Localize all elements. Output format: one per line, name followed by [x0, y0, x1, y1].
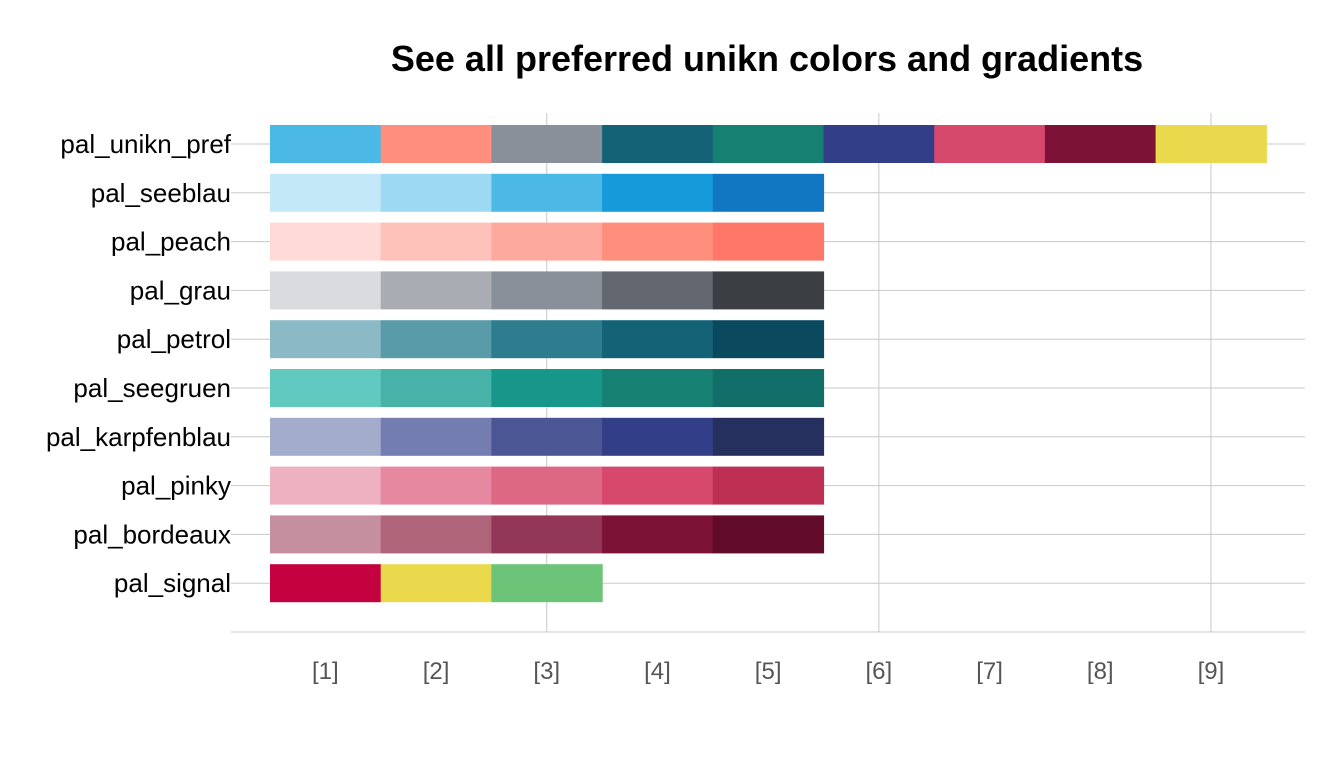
y-tick-label: pal_grau	[130, 275, 231, 305]
color-swatch	[491, 417, 603, 456]
color-swatch	[712, 466, 825, 505]
color-swatch	[712, 173, 825, 212]
color-swatch	[602, 417, 714, 456]
color-swatch	[270, 320, 382, 359]
y-tick-label: pal_signal	[114, 568, 231, 598]
color-swatch	[380, 564, 492, 603]
color-swatch	[380, 271, 492, 310]
y-tick-label: pal_karpfenblau	[46, 422, 231, 452]
color-swatch	[380, 417, 492, 456]
color-swatch	[380, 125, 492, 163]
color-swatch	[712, 271, 825, 310]
color-swatch	[491, 369, 603, 407]
color-swatch	[270, 564, 382, 603]
x-axis-labels: [1] [2] [3] [4] [5] [6] [7] [8] [9]	[312, 658, 1224, 685]
y-tick-label: pal_peach	[111, 227, 231, 257]
color-swatch	[602, 466, 714, 505]
color-swatch	[491, 320, 603, 359]
color-swatch	[712, 125, 825, 163]
x-tick-label: [6]	[866, 658, 893, 685]
color-swatch	[491, 173, 603, 212]
color-swatch	[1155, 125, 1267, 163]
color-swatch	[602, 271, 714, 310]
color-swatch	[712, 417, 825, 456]
color-swatch	[934, 125, 1046, 163]
color-swatch	[380, 222, 492, 261]
color-swatch	[380, 466, 492, 505]
y-tick-label: pal_petrol	[117, 324, 231, 354]
color-swatch	[270, 125, 382, 163]
color-swatch	[712, 369, 825, 407]
swatches	[270, 125, 1267, 603]
color-swatch	[823, 125, 935, 163]
color-swatch	[712, 320, 825, 359]
color-swatch	[602, 173, 714, 212]
color-swatch	[270, 369, 382, 407]
x-tick-label: [5]	[755, 658, 782, 685]
color-swatch	[491, 515, 603, 554]
color-swatch	[491, 564, 603, 603]
color-swatch	[270, 515, 382, 554]
color-swatch	[491, 271, 603, 310]
color-swatch	[380, 320, 492, 359]
color-swatch	[602, 125, 714, 163]
x-tick-label: [9]	[1198, 658, 1225, 685]
color-swatch	[602, 515, 714, 554]
color-swatch	[270, 222, 382, 261]
color-swatch	[491, 466, 603, 505]
color-swatch	[712, 222, 825, 261]
y-tick-label: pal_bordeaux	[73, 519, 231, 549]
color-swatch	[380, 369, 492, 407]
x-tick-label: [1]	[312, 658, 339, 685]
x-tick-label: [8]	[1087, 658, 1114, 685]
x-tick-label: [2]	[423, 658, 450, 685]
color-swatch	[491, 125, 603, 163]
x-tick-label: [4]	[644, 658, 671, 685]
x-tick-label: [3]	[533, 658, 560, 685]
color-swatch	[712, 515, 825, 554]
color-swatch	[270, 173, 382, 212]
color-swatch	[270, 271, 382, 310]
x-tick-label: [7]	[976, 658, 1003, 685]
color-swatch	[270, 466, 382, 505]
y-tick-label: pal_seeblau	[91, 178, 231, 208]
color-swatch	[270, 417, 382, 456]
y-tick-label: pal_unikn_pref	[60, 129, 231, 159]
color-swatch	[380, 173, 492, 212]
y-tick-label: pal_seegruen	[73, 373, 231, 403]
color-swatch	[602, 320, 714, 359]
color-swatch	[1044, 125, 1157, 163]
color-swatch	[602, 222, 714, 261]
chart-title: See all preferred unikn colors and gradi…	[391, 38, 1143, 79]
y-axis-labels: pal_unikn_pref pal_seeblau pal_peach pal_gr…	[46, 129, 232, 598]
color-swatch	[380, 515, 492, 554]
y-tick-label: pal_pinky	[121, 471, 231, 501]
color-swatch	[602, 369, 714, 407]
color-swatch	[491, 222, 603, 261]
